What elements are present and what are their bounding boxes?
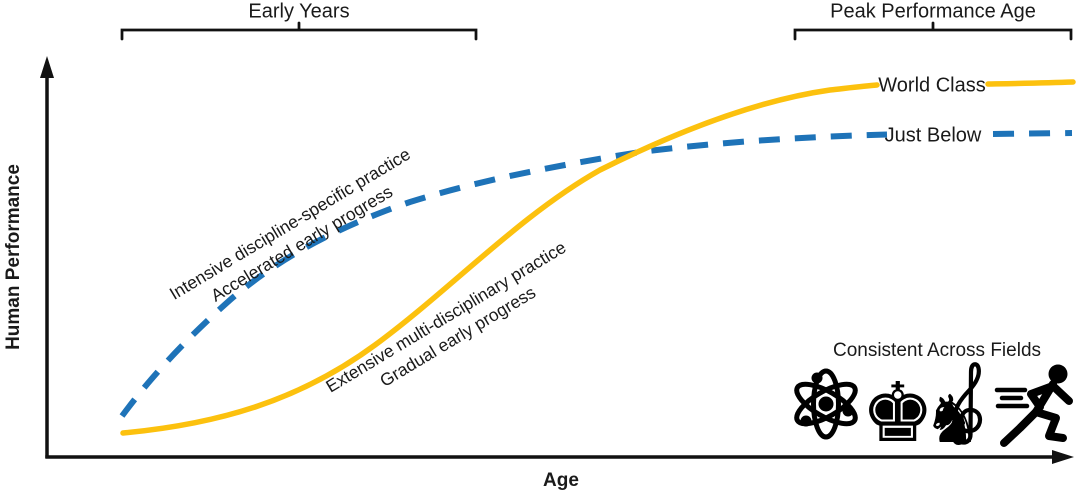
world-class-curve [120,82,880,436]
peak-performance-age-label: Peak Performance Age [830,0,1036,23]
atom-icon [794,368,858,440]
treble-clef-icon [952,362,983,445]
chess-king-icon: ♚ [861,365,935,461]
just-below-curve-tail [992,130,1073,137]
chess-icons: ♚ ♞ [861,365,982,461]
y-axis-arrowhead-icon [40,56,54,78]
y-axis [40,56,54,458]
x-axis-arrowhead-icon [1052,450,1074,464]
runner-icon [994,364,1073,447]
just-below-curve [119,131,888,418]
x-axis [45,450,1074,464]
world-class-label: World Class [878,74,986,97]
consistent-across-fields-label: Consistent Across Fields [832,340,1042,361]
early-years-bracket [120,21,478,41]
x-axis-title: Age [543,470,579,491]
world-class-curve-tail [985,79,1076,87]
y-axis-title: Human Performance [3,164,24,350]
peak-performance-bracket [793,21,1073,41]
chess-knight-icon: ♞ [922,380,982,458]
just-below-label: Just Below [884,124,982,147]
early-years-label: Early Years [248,0,350,23]
